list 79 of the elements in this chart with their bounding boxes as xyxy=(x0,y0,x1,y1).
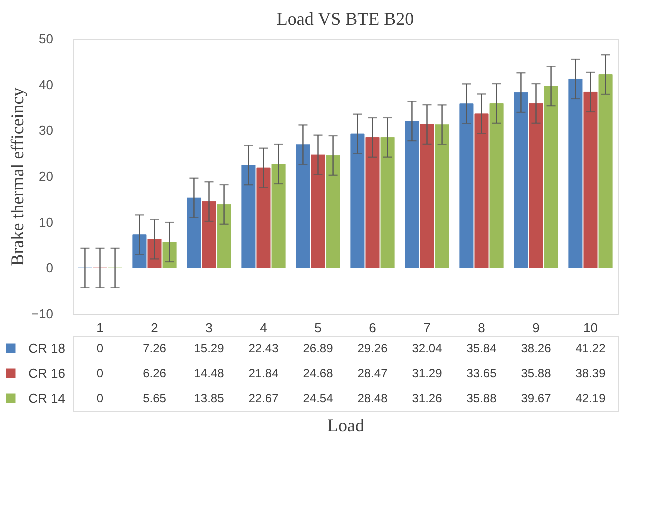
bar xyxy=(326,155,340,268)
data-label: 28.48 xyxy=(358,392,388,406)
bar xyxy=(132,234,147,268)
chart-title: Load VS BTE B20 xyxy=(276,9,414,29)
data-label: 39.67 xyxy=(521,392,552,406)
bar xyxy=(380,137,395,268)
bar xyxy=(474,114,489,268)
bar xyxy=(202,202,216,268)
data-label: 38.39 xyxy=(576,366,606,380)
data-label: 0 xyxy=(96,366,104,380)
data-label: 5.65 xyxy=(143,392,167,406)
y-tick-label: 0 xyxy=(46,260,54,276)
data-label: 7.26 xyxy=(143,342,167,356)
bar xyxy=(366,137,380,268)
data-label: 42.19 xyxy=(576,392,606,406)
data-label: 14.48 xyxy=(194,366,225,380)
x-tick-label: 2 xyxy=(151,320,158,336)
data-label: 33.65 xyxy=(466,366,498,380)
data-label: 35.88 xyxy=(466,392,498,406)
legend-label: CR 14 xyxy=(28,391,66,406)
data-label: 24.54 xyxy=(303,392,334,406)
bar xyxy=(598,74,613,268)
x-tick-label: 1 xyxy=(96,320,104,336)
data-label: 13.85 xyxy=(194,392,225,406)
data-label: 41.22 xyxy=(576,342,606,356)
data-label: 31.29 xyxy=(412,366,443,380)
data-label: 28.47 xyxy=(358,366,388,380)
y-tick-label: −10 xyxy=(31,306,54,322)
data-label: 21.84 xyxy=(248,366,280,380)
x-tick-label: 10 xyxy=(584,320,598,336)
bar xyxy=(217,204,232,268)
x-axis-title: Load xyxy=(328,416,364,436)
bar xyxy=(187,198,202,268)
x-tick-label: 7 xyxy=(424,320,431,336)
data-label: 38.26 xyxy=(521,342,552,356)
bar xyxy=(311,154,326,268)
legend-label: CR 16 xyxy=(28,366,66,381)
data-label: 35.88 xyxy=(521,366,552,380)
y-axis-title: Brake thermal efficeincy xyxy=(7,88,28,266)
bar xyxy=(460,104,474,268)
data-label: 29.26 xyxy=(358,342,388,356)
data-label: 26.89 xyxy=(303,342,334,356)
x-tick-label: 5 xyxy=(314,320,322,336)
bar xyxy=(568,78,583,268)
data-label: 0 xyxy=(96,392,104,406)
data-label: 0 xyxy=(96,342,104,356)
data-label: 24.68 xyxy=(303,366,334,380)
data-label: 15.29 xyxy=(194,342,225,356)
bar xyxy=(405,121,420,268)
data-label: 22.67 xyxy=(248,392,280,406)
bar xyxy=(529,103,544,268)
data-label: 31.26 xyxy=(412,392,443,406)
data-label: 35.84 xyxy=(466,342,498,356)
bar xyxy=(242,165,256,268)
x-tick-label: 8 xyxy=(478,320,486,336)
legend-label: CR 18 xyxy=(28,341,66,356)
y-tick-label: 40 xyxy=(39,77,54,92)
bar xyxy=(584,92,598,268)
bar xyxy=(514,92,528,268)
y-tick-label: 20 xyxy=(39,169,54,184)
x-tick-label: 4 xyxy=(260,320,268,336)
bar xyxy=(420,124,434,268)
data-label: 22.43 xyxy=(248,342,280,356)
bar xyxy=(162,242,177,268)
x-tick-label: 9 xyxy=(532,320,540,336)
bar xyxy=(256,168,271,268)
bar xyxy=(272,164,286,268)
y-tick-label: 30 xyxy=(39,123,54,138)
bar xyxy=(435,124,450,268)
data-label: 6.26 xyxy=(143,366,167,380)
bar xyxy=(296,144,310,268)
y-tick-label: 50 xyxy=(39,32,54,46)
y-tick-label: 10 xyxy=(39,214,54,230)
x-tick-label: 3 xyxy=(206,320,213,336)
bar xyxy=(490,103,504,268)
bar xyxy=(544,86,558,268)
x-tick-label: 6 xyxy=(369,320,376,336)
data-label: 32.04 xyxy=(412,342,443,356)
bar xyxy=(350,134,365,268)
